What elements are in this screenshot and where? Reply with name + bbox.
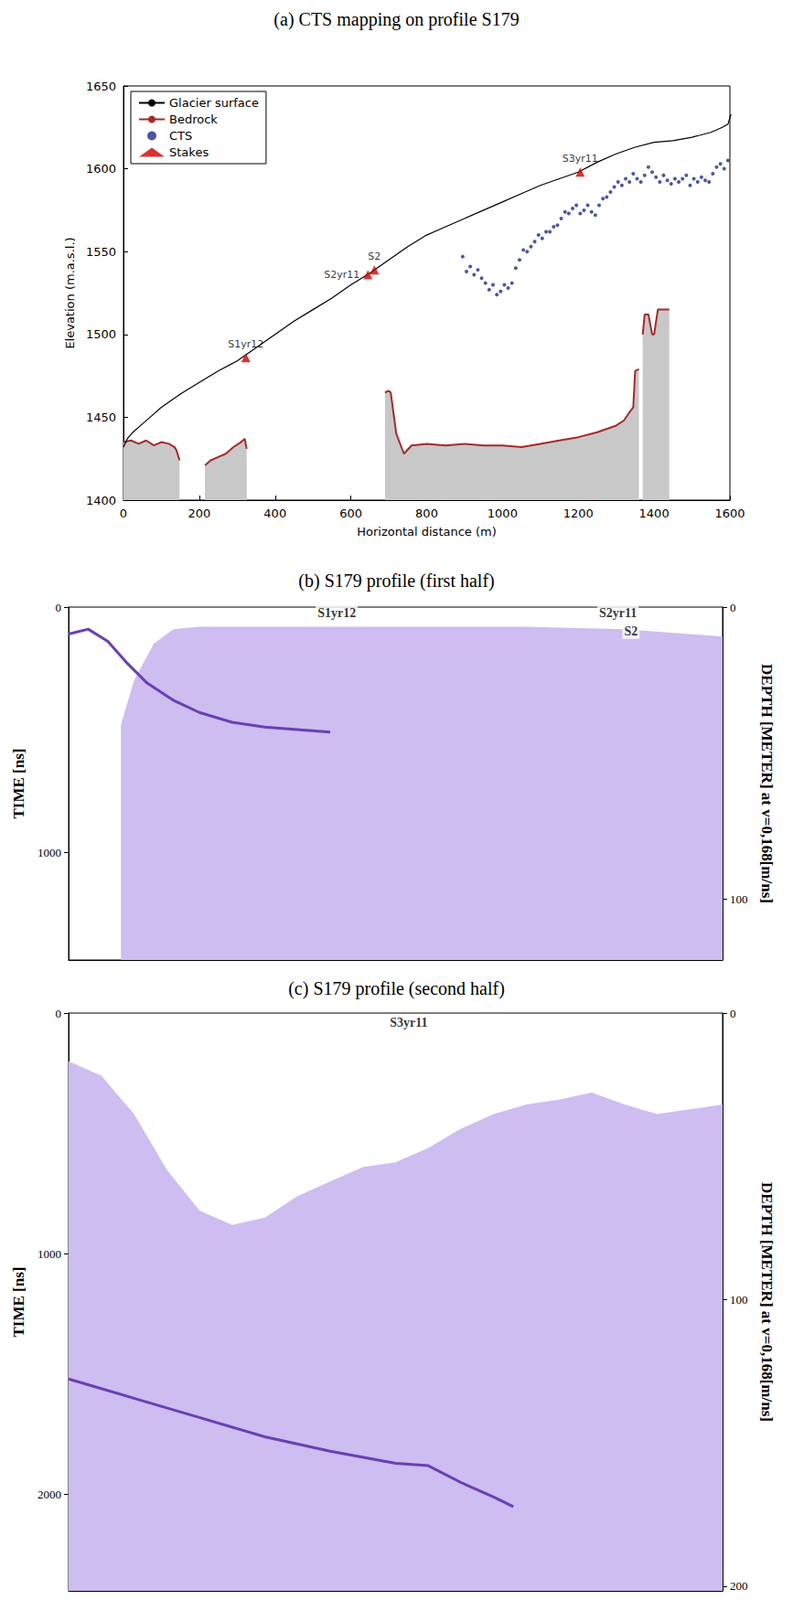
svg-text:S2: S2 bbox=[367, 250, 381, 263]
svg-text:800: 800 bbox=[415, 506, 439, 521]
svg-text:0: 0 bbox=[119, 506, 128, 521]
svg-text:0: 0 bbox=[55, 600, 63, 615]
svg-text:1550: 1550 bbox=[85, 245, 117, 259]
svg-text:600: 600 bbox=[339, 506, 363, 521]
svg-text:Bedrock: Bedrock bbox=[169, 112, 218, 127]
svg-text:0: 0 bbox=[55, 1007, 63, 1021]
svg-text:DEPTH [METER] at v=0,168[m/ns]: DEPTH [METER] at v=0,168[m/ns] bbox=[758, 664, 776, 904]
svg-text:100: 100 bbox=[729, 1293, 749, 1308]
svg-text:Glacier surface: Glacier surface bbox=[169, 96, 259, 110]
svg-text:CTS: CTS bbox=[169, 128, 193, 143]
svg-text:400: 400 bbox=[263, 506, 287, 521]
svg-text:1400: 1400 bbox=[85, 493, 117, 508]
svg-text:S2yr11: S2yr11 bbox=[323, 268, 360, 281]
svg-text:100: 100 bbox=[729, 892, 749, 907]
svg-text:1200: 1200 bbox=[563, 506, 594, 521]
svg-text:TIME [ns]: TIME [ns] bbox=[10, 1267, 28, 1339]
svg-text:1450: 1450 bbox=[85, 410, 117, 425]
svg-text:S1yr12: S1yr12 bbox=[317, 606, 356, 621]
svg-text:1600: 1600 bbox=[714, 506, 745, 521]
svg-text:1000: 1000 bbox=[37, 846, 62, 860]
svg-text:1000: 1000 bbox=[487, 506, 518, 521]
svg-text:Stakes: Stakes bbox=[169, 145, 209, 160]
svg-text:Elevation (m.a.s.l.): Elevation (m.a.s.l.) bbox=[63, 236, 77, 349]
svg-text:(c) S179 profile (second half): (c) S179 profile (second half) bbox=[288, 978, 505, 1000]
svg-text:S2yr11: S2yr11 bbox=[599, 606, 637, 621]
svg-text:0: 0 bbox=[729, 600, 737, 615]
svg-text:Horizontal distance (m): Horizontal distance (m) bbox=[356, 525, 497, 539]
svg-text:200: 200 bbox=[729, 1579, 749, 1594]
svg-text:(a) CTS mapping on profile S17: (a) CTS mapping on profile S179 bbox=[273, 9, 519, 31]
svg-text:200: 200 bbox=[187, 506, 211, 521]
svg-text:1000: 1000 bbox=[37, 1247, 62, 1262]
svg-text:TIME [ns]: TIME [ns] bbox=[10, 749, 28, 820]
svg-text:2000: 2000 bbox=[37, 1488, 62, 1502]
svg-text:(b) S179 profile (first half): (b) S179 profile (first half) bbox=[298, 570, 494, 592]
svg-text:0: 0 bbox=[729, 1007, 737, 1021]
svg-text:S3yr11: S3yr11 bbox=[389, 1016, 428, 1030]
svg-text:1650: 1650 bbox=[85, 79, 117, 94]
svg-text:1500: 1500 bbox=[85, 327, 117, 342]
svg-text:1600: 1600 bbox=[85, 161, 117, 176]
svg-text:S2: S2 bbox=[624, 624, 639, 639]
svg-text:S1yr12: S1yr12 bbox=[227, 338, 264, 351]
svg-text:S3yr11: S3yr11 bbox=[562, 152, 599, 165]
svg-text:1400: 1400 bbox=[639, 506, 670, 521]
svg-text:DEPTH [METER] at v=0,168[m/ns]: DEPTH [METER] at v=0,168[m/ns] bbox=[758, 1182, 776, 1423]
